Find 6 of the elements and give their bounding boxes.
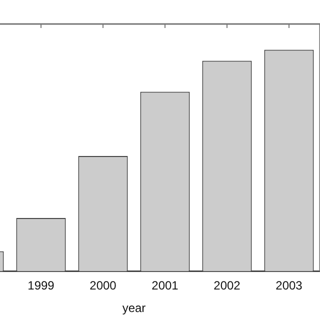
x-tick-label: 2001 (152, 278, 179, 293)
x-tick-label: 2002 (214, 278, 241, 293)
x-axis-title: year (122, 301, 146, 316)
x-tick-label: 2003 (276, 278, 303, 293)
x-tick-label: 1999 (28, 278, 55, 293)
x-tick-label: 2000 (90, 278, 117, 293)
